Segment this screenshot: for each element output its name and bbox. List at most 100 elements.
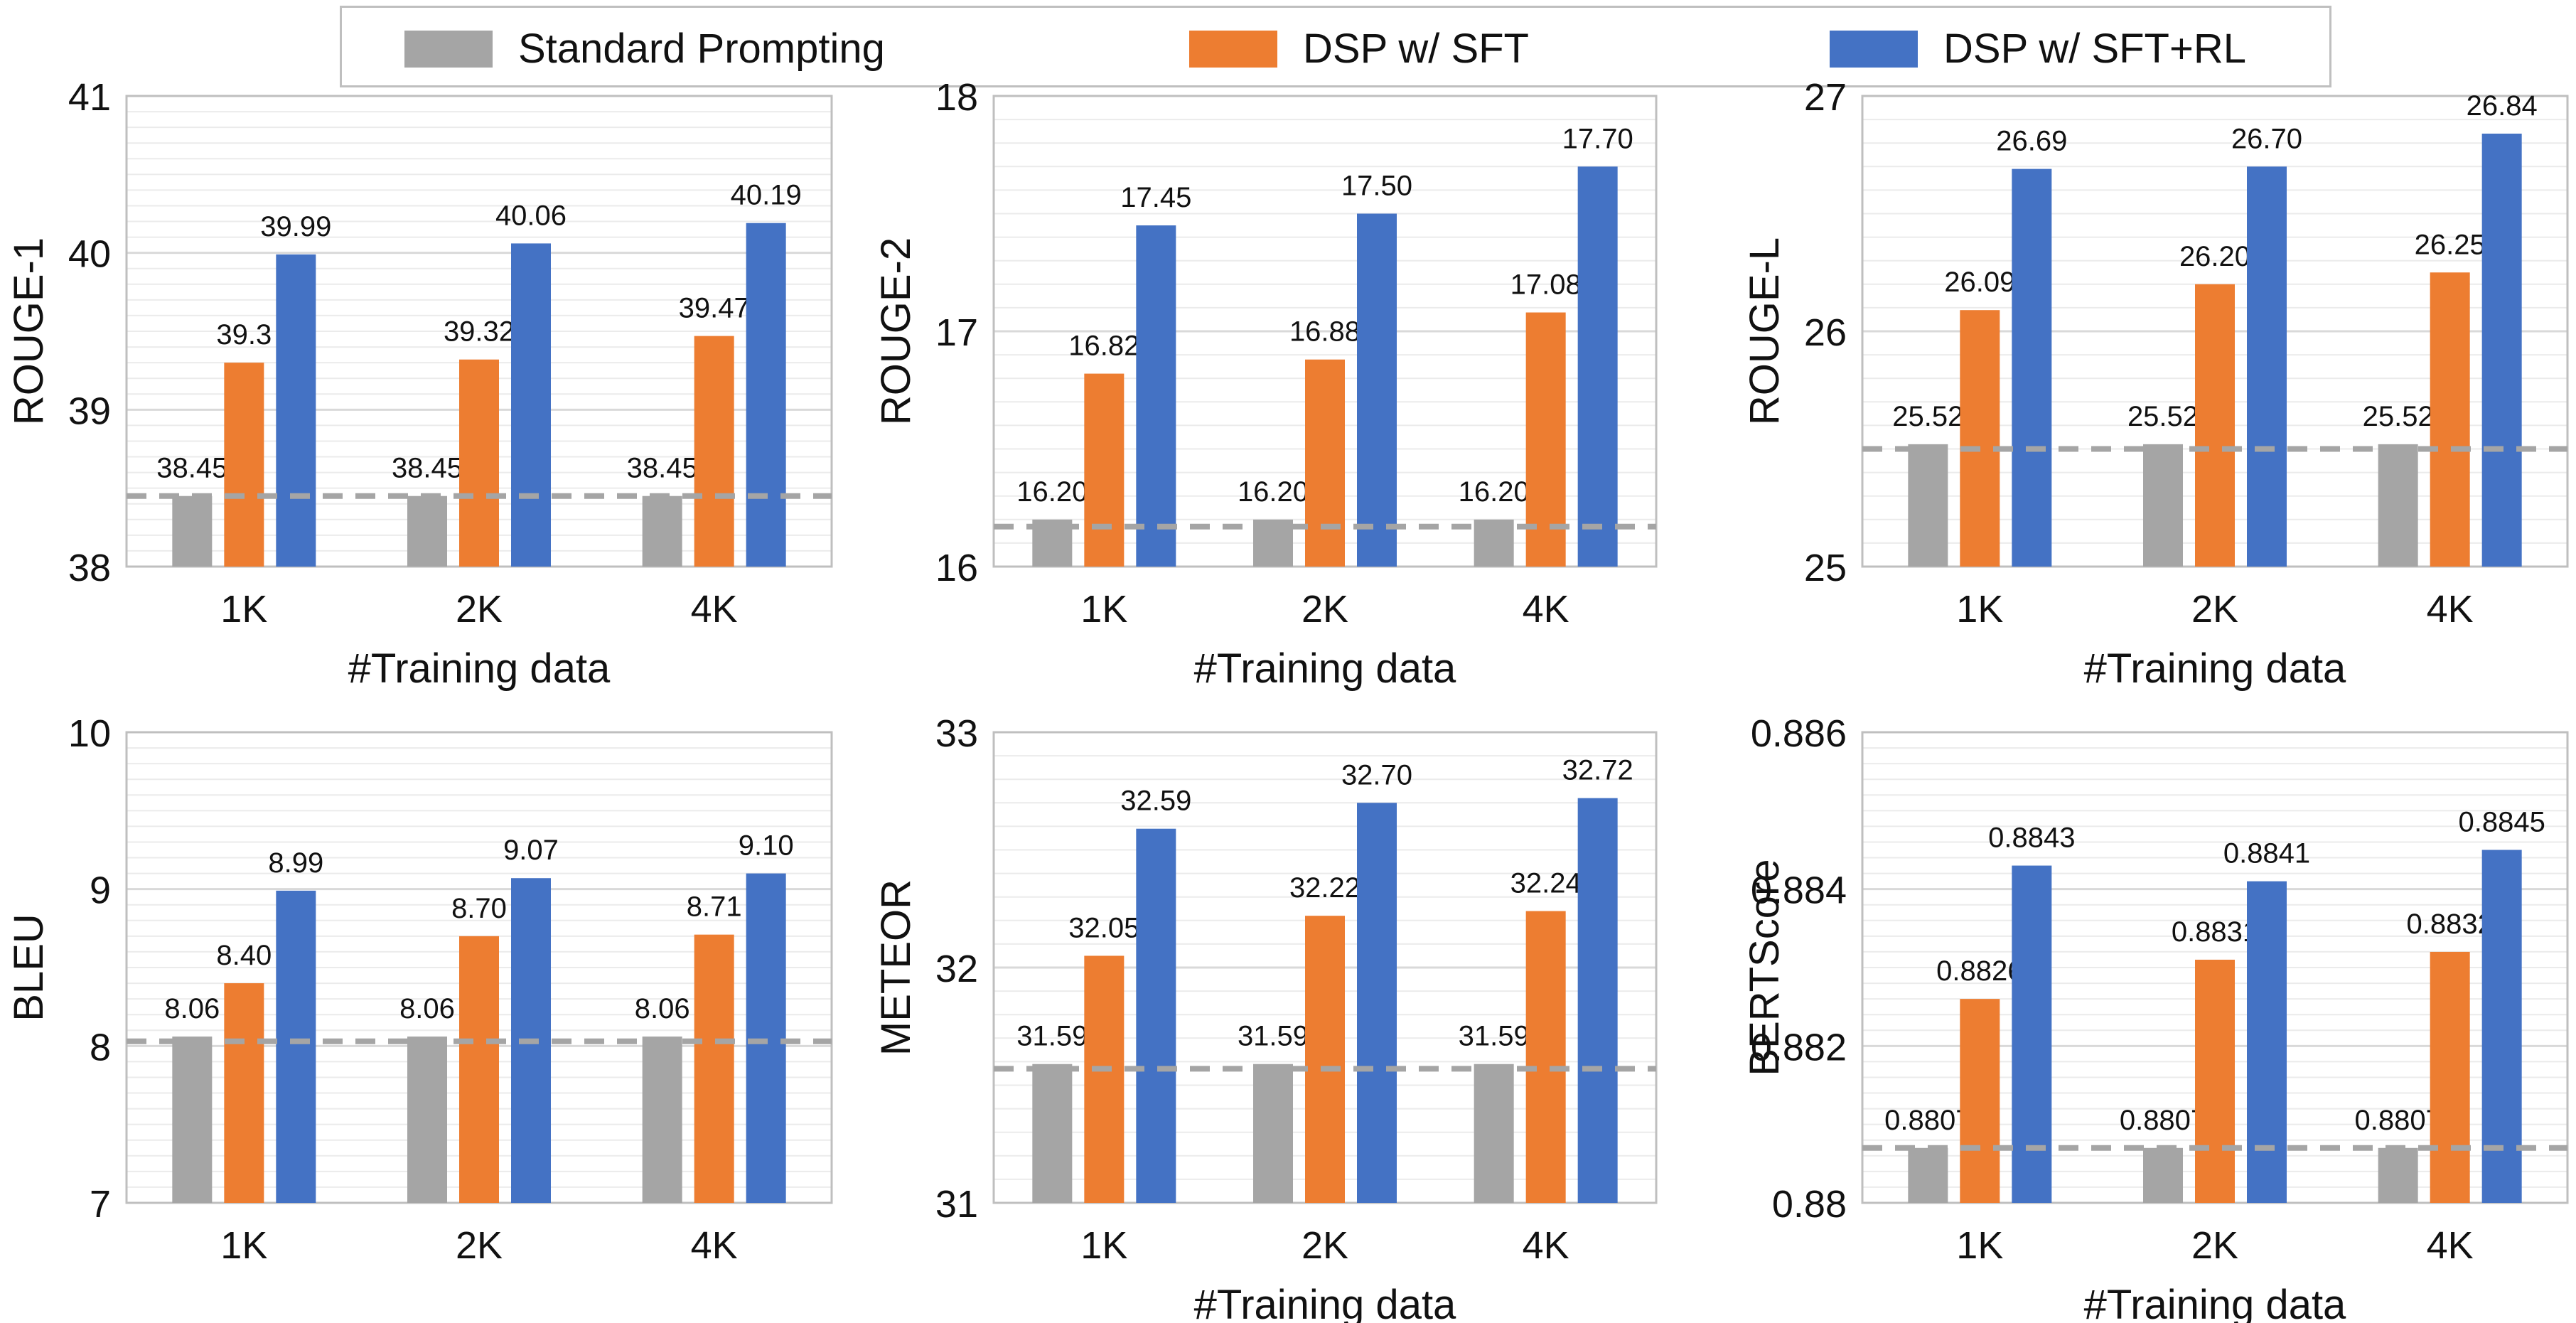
chart-6-data-label-sft-1k: 0.8826 (1936, 955, 2023, 987)
chart-3-ylabel: ROUGE-L (1742, 237, 1788, 425)
chart-4-xtick-label: 4K (691, 1224, 738, 1267)
chart-6-xtick-label: 4K (2427, 1224, 2474, 1267)
chart-4-data-label-standard-1k: 8.06 (164, 993, 220, 1024)
chart-4-data-label-sft-rl-1k: 8.99 (268, 847, 323, 879)
legend-label-dsp-sft: DSP w/ SFT (1303, 26, 1529, 72)
chart-2-ytick-label: 16 (935, 547, 978, 589)
chart-3-bar-sft-1k (1960, 310, 2000, 567)
chart-4-bar-standard-1k (172, 1037, 213, 1203)
chart-3-bar-sft-rl-1k (2012, 168, 2052, 567)
chart-5-data-label-standard-1k: 31.59 (1016, 1021, 1088, 1052)
chart-2-data-label-standard-2k: 16.20 (1238, 476, 1309, 508)
chart-3-bar-standard-4k (2378, 444, 2418, 567)
chart-1-ytick-label: 39 (68, 390, 111, 432)
chart-1-bar-standard-1k (172, 496, 213, 567)
chart-5-data-label-sft-1k: 32.05 (1068, 912, 1139, 943)
chart-6-xtick-label: 1K (1956, 1224, 2003, 1267)
chart-1-bar-sft-1k (224, 363, 264, 567)
chart-5-ylabel: METEOR (873, 879, 919, 1056)
chart-1-ytick-label: 40 (68, 233, 111, 276)
chart-5-bar-standard-1k (1032, 1064, 1073, 1203)
chart-5-data-label-sft-rl-2k: 32.70 (1341, 759, 1412, 791)
chart-4-ytick-label: 10 (68, 712, 111, 755)
chart-4-bar-sft-rl-4k (746, 873, 786, 1203)
chart-6-xlabel: #Training data (2084, 1282, 2346, 1323)
chart-2-ytick-label: 17 (935, 311, 978, 354)
chart-2-xtick-label: 1K (1080, 588, 1127, 631)
chart-6-ytick-label: 0.882 (1751, 1026, 1847, 1068)
chart-3-bar-standard-1k (1908, 444, 1948, 567)
chart-6-data-label-sft-rl-1k: 0.8843 (1988, 823, 2075, 854)
chart-5-bar-sft-1k (1084, 955, 1125, 1203)
chart-1-bar-standard-2k (407, 496, 447, 567)
chart-1-data-label-standard-4k: 38.45 (627, 453, 698, 484)
chart-6-bar-sft-rl-2k (2247, 881, 2287, 1203)
chart-6-ylabel: BERTScore (1742, 859, 1788, 1076)
chart-5-bar-sft-rl-4k (1577, 798, 1618, 1203)
chart-1-xlabel: #Training data (348, 646, 611, 692)
chart-4-data-label-sft-1k: 8.40 (216, 940, 272, 971)
chart-4-data-label-sft-2k: 8.70 (451, 893, 507, 924)
chart-2-data-label-standard-4k: 16.20 (1459, 476, 1530, 508)
chart-1-ylabel: ROUGE-1 (6, 237, 52, 425)
chart-4-ytick-label: 8 (90, 1026, 111, 1068)
chart-2-bar-sft-rl-2k (1357, 213, 1397, 567)
chart-3-data-label-sft-rl-4k: 26.84 (2467, 90, 2538, 122)
chart-6-ytick-label: 0.88 (1772, 1183, 1847, 1226)
chart-3-xtick-label: 1K (1956, 588, 2003, 631)
chart-4-ytick-label: 9 (90, 869, 111, 912)
chart-4-bar-sft-4k (694, 934, 734, 1203)
chart-3-data-label-standard-1k: 25.52 (1892, 401, 1963, 432)
chart-1-ytick-label: 38 (68, 547, 111, 589)
chart-2-bar-sft-rl-1k (1136, 225, 1176, 567)
chart-2-ytick-label: 18 (935, 76, 978, 119)
chart-6-bar-sft-4k (2430, 951, 2470, 1203)
legend-swatch-standard-prompting (404, 30, 493, 68)
chart-3-data-label-sft-4k: 26.25 (2415, 229, 2486, 260)
chart-5-data-label-sft-4k: 32.24 (1510, 868, 1582, 899)
chart-4-data-label-sft-rl-4k: 9.10 (739, 830, 794, 862)
chart-2-bar-sft-2k (1305, 359, 1345, 567)
chart-6-bar-standard-4k (2378, 1147, 2418, 1203)
chart-4-ytick-label: 7 (90, 1183, 111, 1226)
chart-1-data-label-sft-rl-2k: 40.06 (495, 200, 567, 231)
chart-4-data-label-standard-2k: 8.06 (399, 993, 455, 1024)
legend-swatch-dsp-sft (1189, 30, 1277, 68)
chart-6-bar-standard-2k (2143, 1147, 2183, 1203)
chart-4-ylabel: BLEU (6, 914, 52, 1022)
chart-2-data-label-sft-rl-2k: 17.50 (1341, 171, 1412, 202)
chart-5-ytick-label: 31 (935, 1183, 978, 1226)
chart-1-data-label-sft-1k: 39.3 (216, 319, 272, 350)
chart-2-data-label-sft-4k: 17.08 (1510, 269, 1582, 301)
chart-3-ytick-label: 27 (1804, 76, 1847, 119)
chart-1-xtick-label: 4K (691, 588, 738, 631)
legend-label-dsp-sft-rl: DSP w/ SFT+RL (1943, 26, 2246, 72)
chart-1-bar-sft-2k (459, 359, 499, 567)
chart-6-bar-standard-1k (1908, 1147, 1948, 1203)
chart-3-bar-standard-2k (2143, 444, 2183, 567)
chart-1-data-label-sft-rl-1k: 39.99 (260, 211, 331, 242)
chart-5-data-label-standard-2k: 31.59 (1238, 1021, 1309, 1052)
chart-6-bar-sft-2k (2195, 959, 2235, 1203)
chart-5-data-label-sft-2k: 32.22 (1289, 872, 1361, 904)
chart-6-ytick-label: 0.886 (1751, 712, 1847, 755)
chart-2-data-label-sft-2k: 16.88 (1289, 316, 1361, 348)
chart-3-ytick-label: 26 (1804, 311, 1847, 354)
chart-5-data-label-sft-rl-4k: 32.72 (1562, 755, 1633, 786)
chart-5-bar-sft-2k (1305, 916, 1345, 1203)
chart-5-data-label-standard-4k: 31.59 (1459, 1021, 1530, 1052)
chart-6-bar-sft-rl-4k (2481, 850, 2522, 1203)
chart-3-ytick-label: 25 (1804, 547, 1847, 589)
chart-2-bar-sft-1k (1084, 373, 1125, 567)
chart-5-bar-sft-4k (1525, 911, 1566, 1203)
chart-1-bar-sft-rl-4k (746, 223, 786, 567)
chart-3-data-label-standard-2k: 25.52 (2127, 401, 2199, 432)
chart-1-data-label-sft-rl-4k: 40.19 (731, 180, 802, 211)
chart-6-data-label-standard-1k: 0.8807 (1884, 1105, 1971, 1136)
chart-1-bar-sft-4k (694, 336, 734, 567)
chart-5-bar-sft-rl-2k (1357, 803, 1397, 1203)
chart-5-ytick-label: 33 (935, 712, 978, 755)
chart-6-xtick-label: 2K (2191, 1224, 2238, 1267)
chart-3-xlabel: #Training data (2084, 646, 2346, 692)
chart-2-data-label-sft-1k: 16.82 (1068, 331, 1139, 362)
